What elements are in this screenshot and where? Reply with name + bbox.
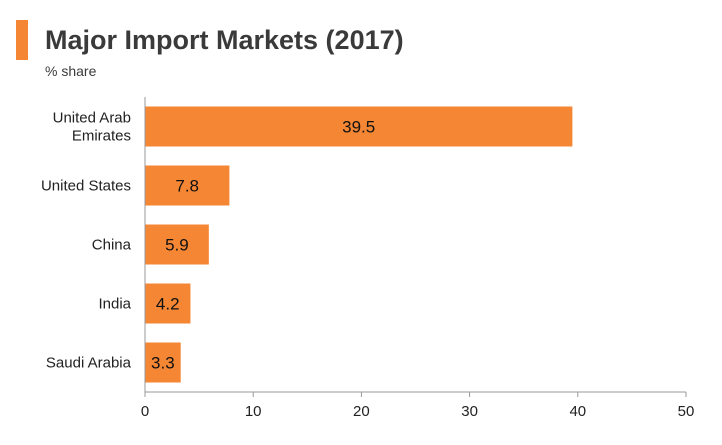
category-label: United Arab Emirates <box>53 110 131 145</box>
x-tick-label: 30 <box>461 403 478 420</box>
bar <box>145 283 191 324</box>
category-label: Saudi Arabia <box>46 355 132 372</box>
bar <box>145 342 181 383</box>
x-tick-label: 10 <box>245 403 262 420</box>
chart-subtitle: % share <box>45 63 97 79</box>
title-accent-bar <box>16 20 28 60</box>
x-tick-label: 40 <box>569 403 586 420</box>
bar <box>145 165 230 206</box>
chart-title: Major Import Markets (2017) <box>45 25 404 55</box>
bar <box>145 224 209 265</box>
category-label: India <box>98 296 131 313</box>
data-label: 7.8 <box>175 177 199 196</box>
data-label: 5.9 <box>165 236 189 255</box>
x-tick-label: 50 <box>678 403 695 420</box>
data-label: 4.2 <box>156 295 180 314</box>
category-label: China <box>92 237 132 254</box>
x-tick-label: 20 <box>353 403 370 420</box>
category-label: United States <box>41 178 131 195</box>
data-label: 3.3 <box>151 354 175 373</box>
data-label: 39.5 <box>342 118 375 137</box>
bar <box>145 106 573 147</box>
x-tick-label: 0 <box>141 403 149 420</box>
